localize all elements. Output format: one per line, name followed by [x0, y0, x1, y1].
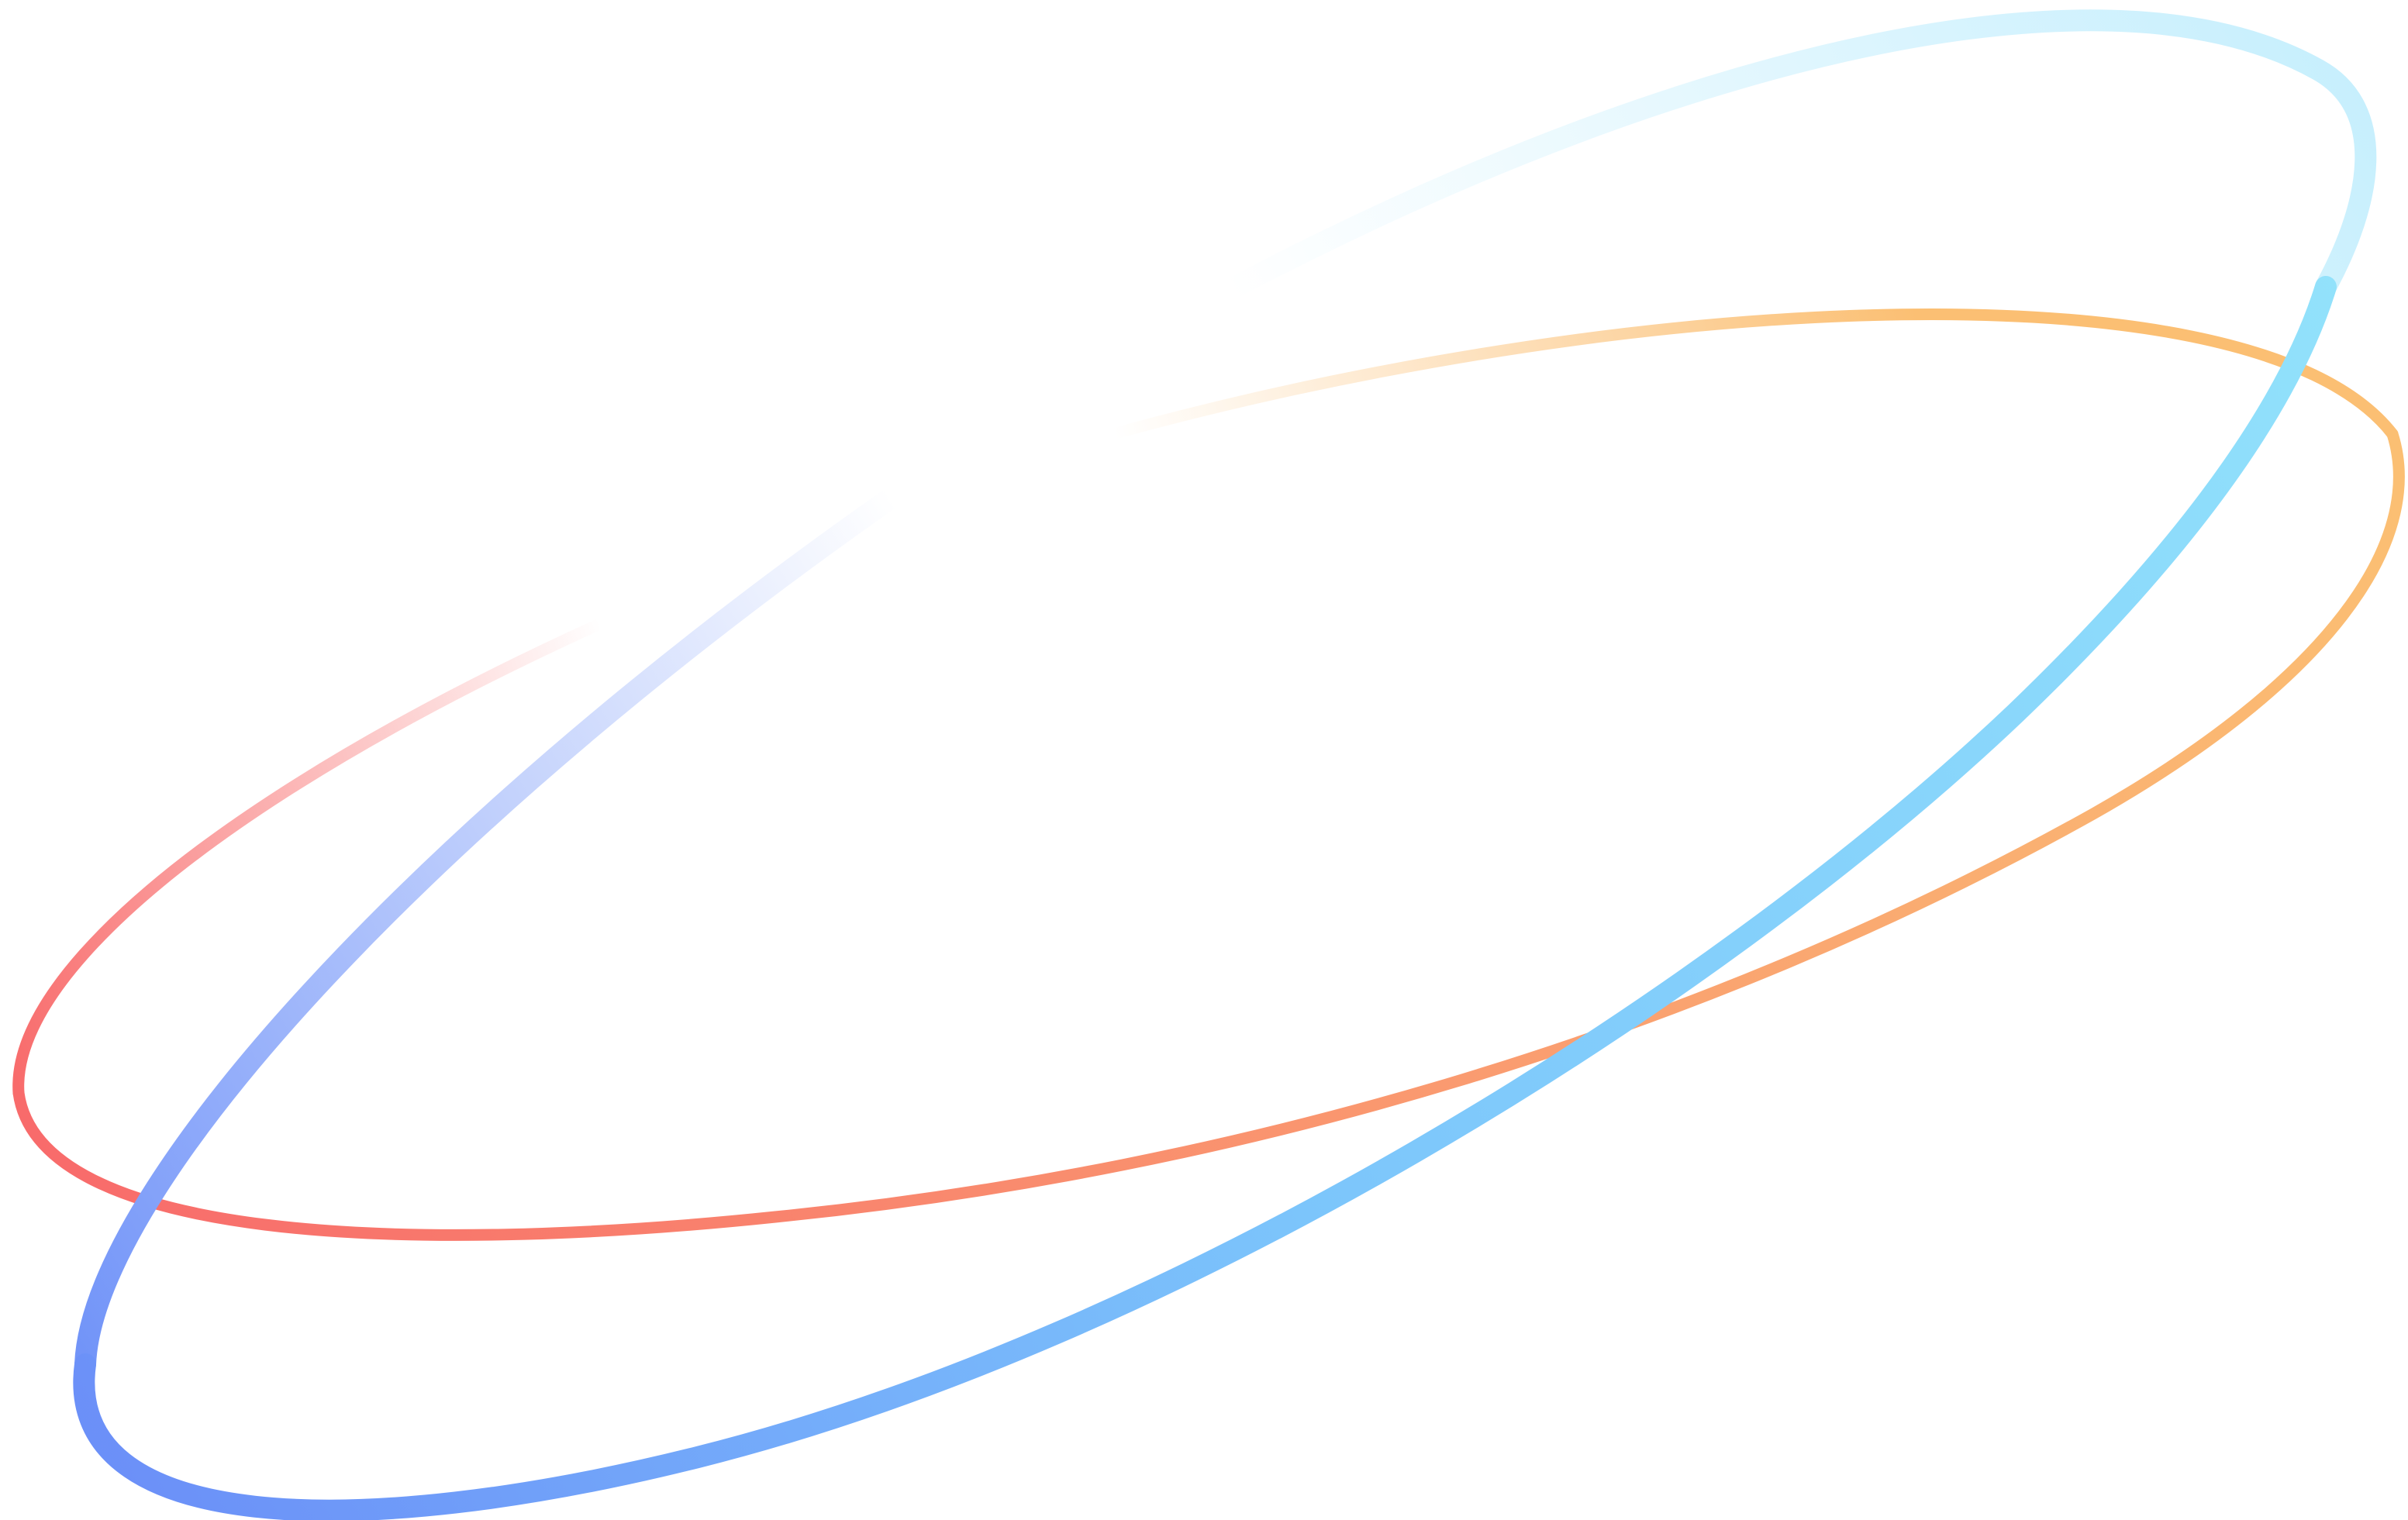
- orange-ring-upper-arc: [12, 308, 2399, 1099]
- orange-ring-lower-arc: [12, 428, 2405, 1241]
- blue-ring-upper-arc: [74, 9, 2377, 1375]
- blue-ring-lower-arc: [73, 276, 2337, 1520]
